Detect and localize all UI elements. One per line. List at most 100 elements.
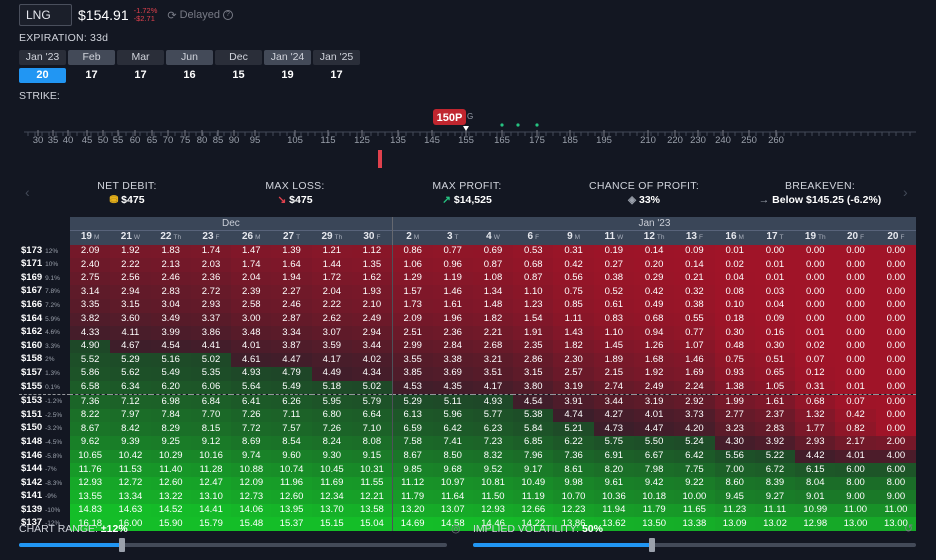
value-cell[interactable]: 5.21	[553, 422, 594, 436]
value-cell[interactable]: 4.33	[70, 326, 111, 340]
value-cell[interactable]: 8.60	[714, 476, 755, 491]
value-cell[interactable]: 13.50	[633, 517, 675, 532]
value-cell[interactable]: 2.46	[150, 271, 191, 286]
value-cell[interactable]: 2.36	[190, 271, 232, 286]
value-cell[interactable]: 15.48	[231, 517, 272, 532]
value-cell[interactable]: 11.65	[674, 503, 715, 518]
value-cell[interactable]: 0.38	[674, 298, 715, 313]
value-cell[interactable]: 11.79	[391, 490, 433, 504]
value-cell[interactable]: 13.34	[110, 490, 151, 504]
value-cell[interactable]: 1.23	[513, 298, 554, 313]
value-cell[interactable]: 13.55	[70, 490, 111, 504]
value-cell[interactable]: 4.73	[593, 422, 634, 436]
value-cell[interactable]: 1.44	[311, 258, 352, 272]
value-cell[interactable]: 7.98	[633, 463, 675, 477]
value-cell[interactable]: 12.93	[70, 476, 111, 491]
value-cell[interactable]: 2.35	[513, 339, 554, 354]
expiration-day[interactable]: 17	[330, 69, 343, 81]
value-cell[interactable]: 13.10	[190, 490, 232, 504]
value-cell[interactable]: 9.52	[472, 463, 514, 477]
value-cell[interactable]: 3.44	[593, 394, 634, 409]
value-cell[interactable]: 9.27	[754, 490, 796, 504]
value-cell[interactable]: 0.00	[875, 422, 917, 436]
value-cell[interactable]: 8.50	[432, 449, 473, 464]
value-cell[interactable]: 5.22	[754, 449, 796, 464]
value-cell[interactable]: 6.41	[231, 394, 272, 409]
value-cell[interactable]: 10.36	[593, 490, 634, 504]
value-cell[interactable]: 2.92	[674, 394, 715, 409]
value-cell[interactable]: 2.39	[231, 285, 272, 299]
value-cell[interactable]: 13.86	[553, 517, 594, 532]
value-cell[interactable]: 6.98	[150, 394, 191, 409]
value-cell[interactable]: 9.30	[311, 449, 352, 464]
value-cell[interactable]: 5.95	[311, 394, 352, 409]
value-cell[interactable]: 2.77	[714, 408, 755, 423]
value-cell[interactable]: 7.23	[472, 435, 514, 450]
value-cell[interactable]: 0.83	[593, 312, 634, 327]
value-cell[interactable]: 9.98	[553, 476, 594, 491]
value-cell[interactable]: 0.77	[432, 244, 473, 259]
value-cell[interactable]: 0.12	[795, 366, 836, 381]
value-cell[interactable]: 15.37	[271, 517, 312, 532]
value-cell[interactable]: 0.93	[714, 366, 755, 381]
value-cell[interactable]: 6.34	[110, 380, 151, 396]
value-cell[interactable]: 3.91	[553, 394, 594, 409]
value-cell[interactable]: 2.10	[351, 298, 393, 313]
expiration-3[interactable]: Jun 16	[166, 50, 213, 83]
value-cell[interactable]: 1.39	[271, 244, 312, 259]
value-cell[interactable]: 3.51	[472, 366, 514, 381]
iv-reset-icon[interactable]: ↺	[904, 523, 914, 535]
value-cell[interactable]: 1.12	[351, 244, 393, 259]
value-cell[interactable]: 3.87	[271, 339, 312, 354]
value-cell[interactable]: 1.91	[513, 326, 554, 340]
value-cell[interactable]: 0.65	[754, 366, 796, 381]
value-cell[interactable]: 2.84	[432, 339, 473, 354]
value-cell[interactable]: 9.00	[835, 490, 876, 504]
value-cell[interactable]: 6.23	[472, 422, 514, 436]
value-cell[interactable]: 4.79	[271, 366, 312, 381]
value-cell[interactable]: 11.96	[271, 476, 312, 491]
value-cell[interactable]: 4.30	[714, 435, 755, 450]
value-cell[interactable]: 3.73	[674, 408, 715, 423]
value-cell[interactable]: 13.09	[714, 517, 755, 532]
value-cell[interactable]: 7.41	[432, 435, 473, 450]
expiration-1[interactable]: Feb 17	[68, 50, 115, 83]
value-cell[interactable]: 0.19	[593, 244, 634, 259]
value-cell[interactable]: 1.38	[714, 380, 755, 396]
value-cell[interactable]: 0.00	[835, 285, 876, 299]
value-cell[interactable]: 4.47	[271, 353, 312, 367]
value-cell[interactable]: 10.70	[553, 490, 594, 504]
value-cell[interactable]: 9.01	[795, 490, 836, 504]
value-cell[interactable]: 0.29	[633, 271, 675, 286]
value-cell[interactable]: 10.65	[70, 449, 111, 464]
value-cell[interactable]: 0.42	[633, 285, 675, 299]
value-cell[interactable]: 9.61	[593, 476, 634, 491]
range-reset-icon[interactable]: ◎	[451, 523, 461, 535]
value-cell[interactable]: 12.47	[190, 476, 232, 491]
value-cell[interactable]: 10.45	[311, 463, 352, 477]
value-cell[interactable]: 1.96	[432, 312, 473, 327]
value-cell[interactable]: 8.29	[150, 422, 191, 436]
value-cell[interactable]: 0.00	[835, 244, 876, 259]
value-cell[interactable]: 0.00	[835, 312, 876, 327]
value-cell[interactable]: 9.15	[351, 449, 393, 464]
value-cell[interactable]: 0.02	[795, 339, 836, 354]
value-cell[interactable]: 2.62	[311, 312, 352, 327]
value-cell[interactable]: 3.21	[472, 353, 514, 367]
value-cell[interactable]: 9.60	[271, 449, 312, 464]
value-cell[interactable]: 7.36	[70, 394, 111, 409]
value-cell[interactable]: 0.69	[472, 244, 514, 259]
value-cell[interactable]: 1.07	[674, 339, 715, 354]
value-cell[interactable]: 0.03	[754, 285, 796, 299]
value-cell[interactable]: 1.29	[391, 271, 433, 286]
value-cell[interactable]: 1.43	[553, 326, 594, 340]
value-cell[interactable]: 13.00	[875, 517, 917, 532]
value-cell[interactable]: 3.14	[70, 285, 111, 299]
value-cell[interactable]: 4.41	[190, 339, 232, 354]
value-cell[interactable]: 1.83	[150, 244, 191, 259]
value-cell[interactable]: 6.06	[190, 380, 232, 396]
value-cell[interactable]: 5.75	[593, 435, 634, 450]
value-cell[interactable]: 0.61	[593, 298, 634, 313]
value-cell[interactable]: 9.45	[714, 490, 755, 504]
value-cell[interactable]: 9.62	[70, 435, 111, 450]
